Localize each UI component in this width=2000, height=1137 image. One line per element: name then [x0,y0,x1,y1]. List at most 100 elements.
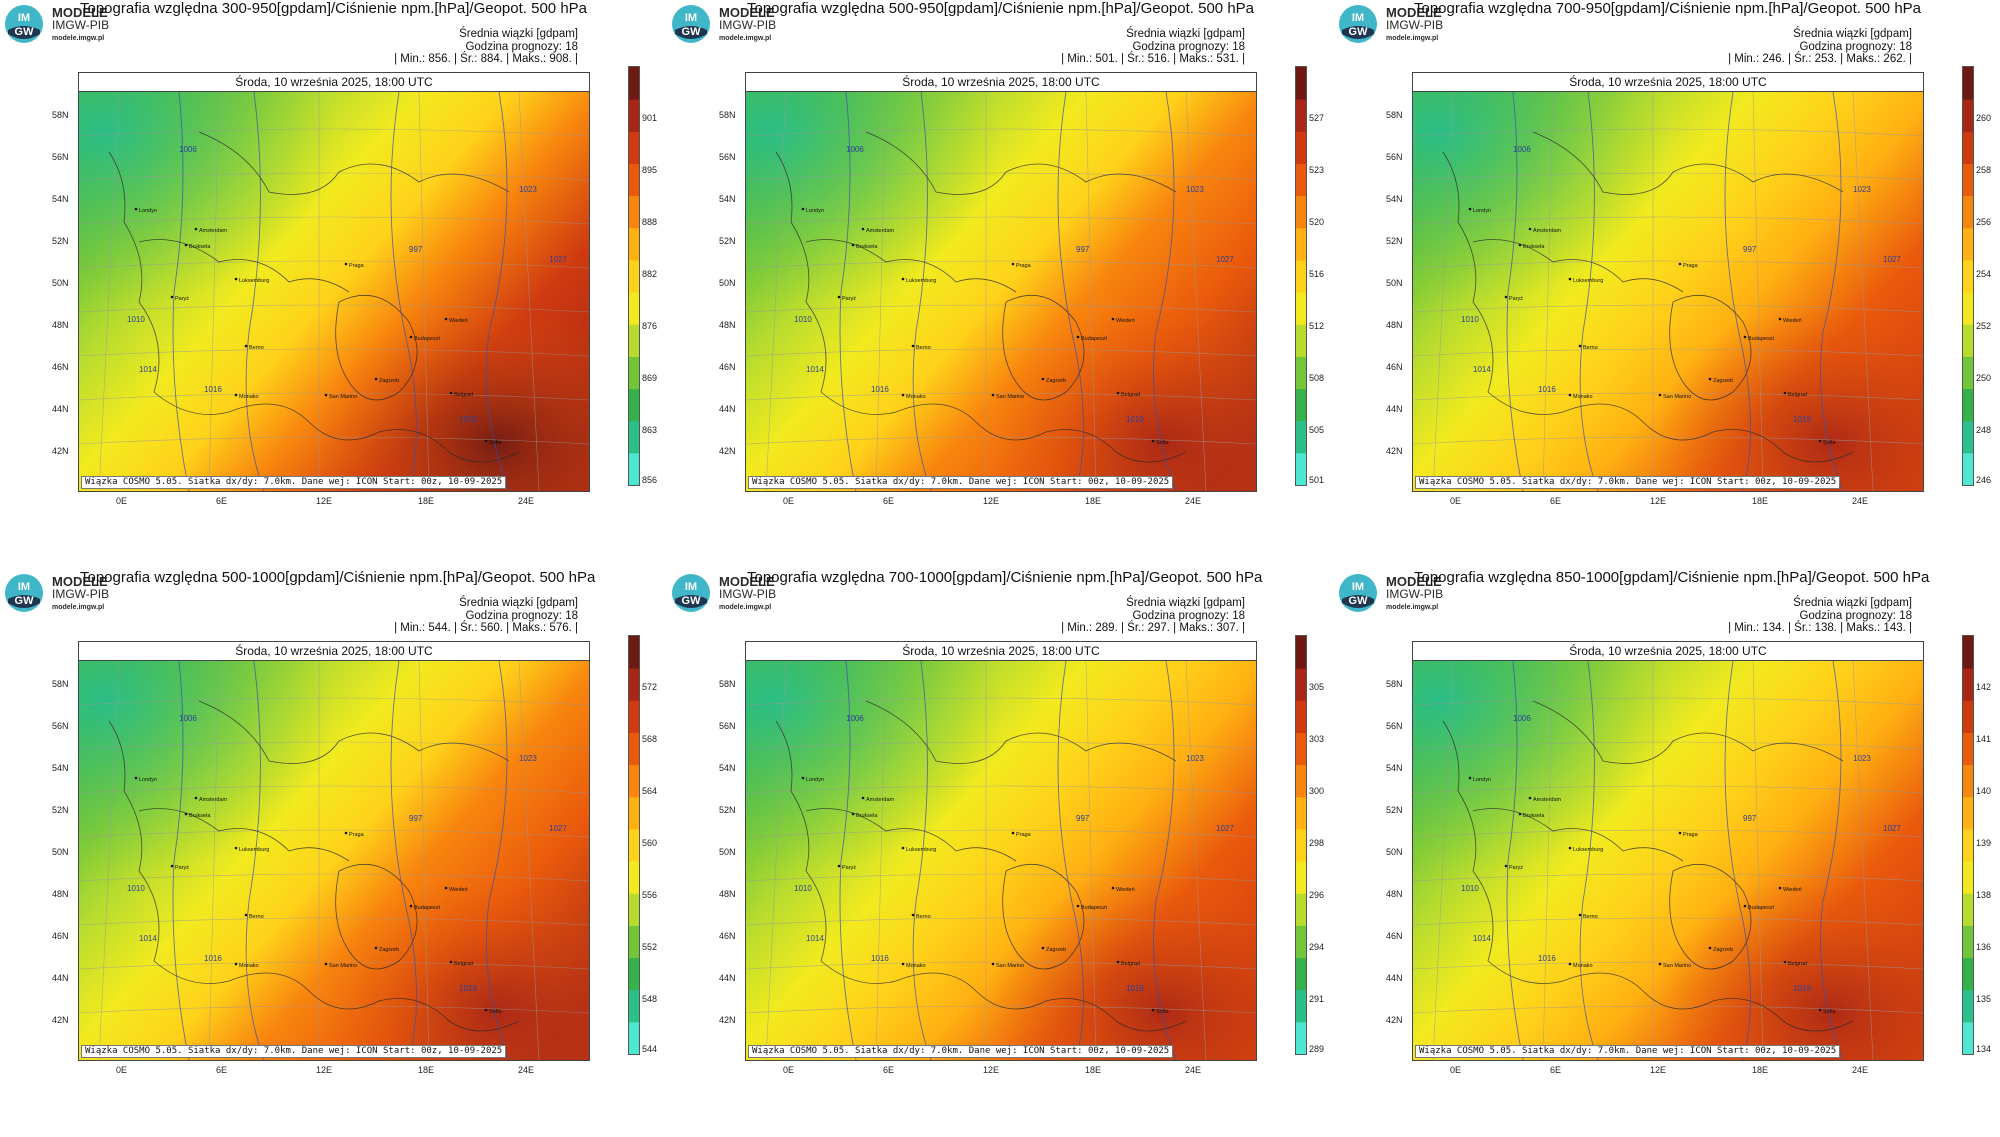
colorbar-tick-label: 895 [642,165,658,175]
thickness-field-map: 1006 1010 1014 1016 997 1023 1027 1019 Paryż Luks… [746,92,1256,491]
colorbar-tick-label: 869 [642,373,658,383]
latitude-label: 52N [719,236,736,246]
thickness-field-map: 1006 1010 1014 1016 997 1023 1027 1019 Paryż Luks… [79,92,589,491]
map-frame: Środa, 10 września 2025, 18:00 UTC 1006 10… [1412,641,1924,1061]
colorbar-tick-label: 516 [1309,269,1325,279]
colorbar-ticks: 901 895 888 882 876 869 863 856 [642,66,666,485]
svg-text:1006: 1006 [1513,714,1531,723]
latitude-label: 58N [1386,679,1403,689]
svg-text:IM: IM [685,12,697,24]
svg-text:1016: 1016 [1538,385,1556,394]
svg-text:Monako: Monako [1573,394,1593,400]
latitude-label: 54N [1386,194,1403,204]
colorbar-tick-label: 572 [642,682,658,692]
colorbar-tick-label: 568 [642,734,658,744]
svg-text:Budapeszt: Budapeszt [1748,905,1774,911]
stat-label: Średnia wiązki [gdpam] [1126,597,1245,609]
colorbar-tick-label: 556 [642,890,658,900]
colorbar-tick-label: 289 [1309,1044,1325,1054]
colorbar-ticks: 260 258 256 254 252 250 248 246 [1976,66,2000,485]
svg-text:Bruksela: Bruksela [1523,244,1545,250]
stat-label: Średnia wiązki [gdpam] [1126,28,1245,40]
svg-text:Bruksela: Bruksela [856,244,878,250]
latitude-label: 42N [52,1015,69,1025]
svg-text:1019: 1019 [459,415,477,424]
thickness-field-map: 1006 1010 1014 1016 997 1023 1027 1019 Paryż Luks… [1413,661,1923,1060]
latitude-label: 56N [52,721,69,731]
svg-text:San Marino: San Marino [996,394,1024,400]
longitude-label: 18E [1752,496,1769,506]
svg-text:Luksemburg: Luksemburg [1573,278,1603,284]
longitude-label: 12E [983,1065,1000,1075]
svg-text:997: 997 [1743,245,1757,254]
svg-text:1019: 1019 [1793,984,1811,993]
svg-text:1027: 1027 [1883,255,1901,264]
colorbar-tick-label: 134 [1976,1044,1992,1054]
thickness-field-map: 1006 1010 1014 1016 997 1023 1027 1019 Paryż Luks… [1413,92,1923,491]
colorbar-tick-label: 252 [1976,321,1992,331]
svg-text:Amsterdam: Amsterdam [199,228,228,234]
svg-text:Luksemburg: Luksemburg [239,278,269,284]
colorbar-tick-label: 256 [1976,217,1992,227]
svg-text:1019: 1019 [1793,415,1811,424]
colorbar-ticks: 305 303 300 298 296 294 291 289 [1309,635,1333,1054]
brand-url: modele.imgw.pl [719,604,772,611]
colorbar [628,66,640,486]
latitude-label: 46N [1386,362,1403,372]
min-mean-max: | Min.: 289. | Śr.: 297. | Maks.: 307. | [1061,622,1245,634]
svg-text:Londyn: Londyn [1473,777,1491,783]
svg-text:Sofia: Sofia [1823,440,1836,446]
svg-text:1023: 1023 [1853,754,1871,763]
map-panel: IM GW MODELE IMGW-PIB modele.imgw.pl Topograf… [667,569,1333,1137]
colorbar-tick-label: 544 [642,1044,658,1054]
map-panel: IM GW MODELE IMGW-PIB modele.imgw.pl Topograf… [1334,0,2000,568]
brand-name: MODELE [1386,5,1442,20]
svg-text:Londyn: Londyn [806,208,824,214]
map-frame: Środa, 10 września 2025, 18:00 UTC 1006 10… [745,641,1257,1061]
latitude-label: 54N [52,763,69,773]
svg-text:Berno: Berno [1583,914,1598,920]
colorbar-tick-label: 138 [1976,890,1992,900]
colorbar-tick-label: 248 [1976,425,1992,435]
brand-name: MODELE [52,5,108,20]
imgw-logo-icon: IM GW [672,5,710,43]
latitude-label: 48N [1386,889,1403,899]
svg-text:Monako: Monako [239,394,259,400]
latitude-label: 42N [719,446,736,456]
colorbar-tick-label: 291 [1309,994,1325,1004]
longitude-label: 18E [1085,496,1102,506]
ensemble-stats: Średnia wiązki [gdpam] Godzina prognozy: … [1728,28,1912,66]
brand-url: modele.imgw.pl [719,35,772,42]
svg-text:Paryż: Paryż [175,865,189,871]
svg-text:Londyn: Londyn [806,777,824,783]
longitude-label: 24E [1852,496,1869,506]
latitude-label: 48N [719,889,736,899]
svg-text:Belgrad: Belgrad [454,961,473,967]
colorbar [1295,635,1307,1055]
svg-text:Budapeszt: Budapeszt [1081,905,1107,911]
svg-text:1014: 1014 [806,365,824,374]
map-title: Topografia względna 700-1000[gpdam]/Ciśn… [747,569,1263,586]
latitude-label: 44N [719,404,736,414]
model-footer: Wiązka COSMO 5.05. Siatka dx/dy: 7.0km. … [1415,476,1841,489]
svg-text:Budapeszt: Budapeszt [414,905,440,911]
forecast-hour: Godzina prognozy: 18 [465,40,578,53]
latitude-label: 52N [1386,236,1403,246]
svg-text:Amsterdam: Amsterdam [1533,228,1562,234]
svg-text:Budapeszt: Budapeszt [1081,336,1107,342]
svg-text:1006: 1006 [179,145,197,154]
svg-text:Belgrad: Belgrad [1788,392,1807,398]
svg-text:Budapeszt: Budapeszt [1748,336,1774,342]
svg-text:Monako: Monako [1573,963,1593,969]
colorbar-tick-label: 856 [642,475,658,485]
svg-text:997: 997 [1743,814,1757,823]
latitude-label: 46N [719,931,736,941]
svg-text:1019: 1019 [1126,415,1144,424]
forecast-hour: Godzina prognozy: 18 [465,609,578,622]
svg-text:Bruksela: Bruksela [189,244,211,250]
valid-date: Środa, 10 września 2025, 18:00 UTC [1413,642,1923,661]
svg-text:IM: IM [1352,581,1364,593]
model-footer: Wiązka COSMO 5.05. Siatka dx/dy: 7.0km. … [1415,1045,1841,1058]
svg-text:1014: 1014 [806,934,824,943]
latitude-label: 54N [719,763,736,773]
